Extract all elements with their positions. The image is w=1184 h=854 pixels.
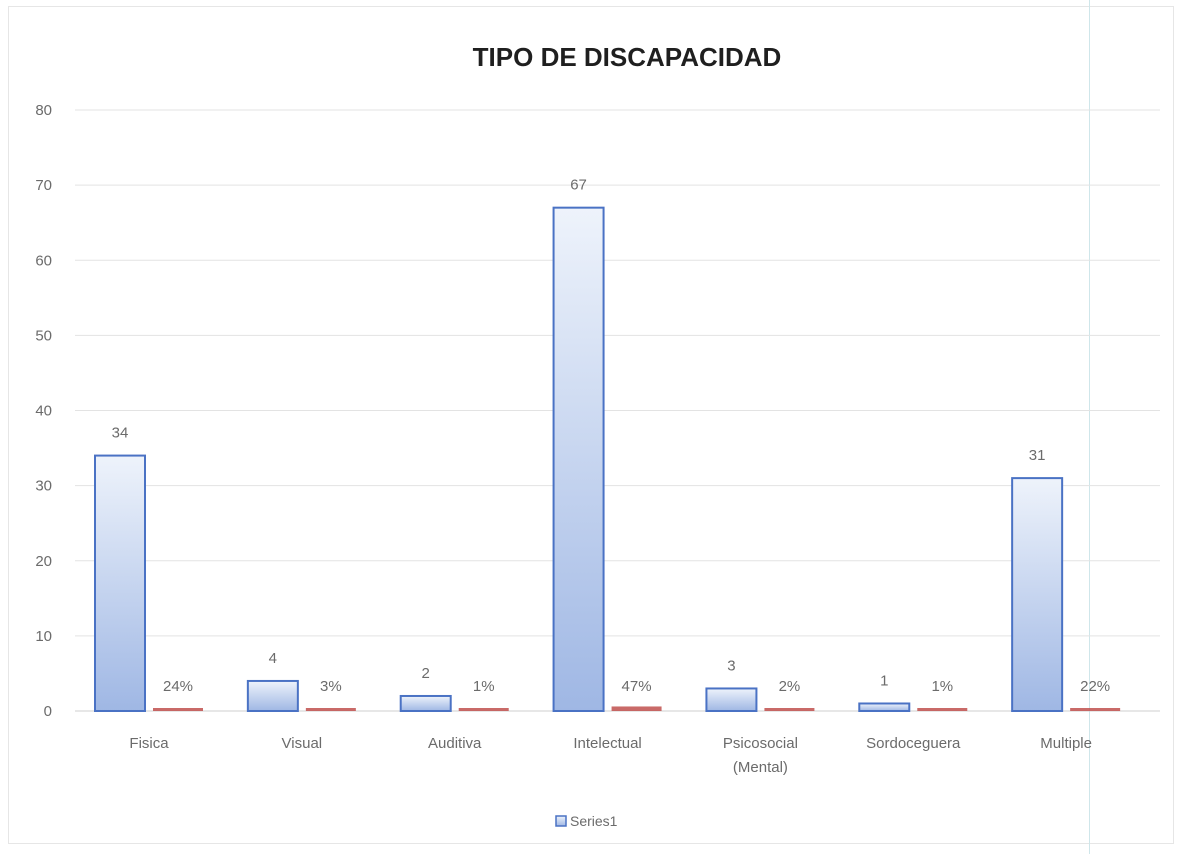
y-tick-label: 80 bbox=[35, 102, 52, 119]
legend: Series1 bbox=[555, 813, 618, 829]
data-label-series2: 2% bbox=[779, 678, 801, 695]
bars bbox=[94, 206, 1121, 713]
y-tick-label: 10 bbox=[35, 628, 52, 645]
bar-series2-2 bbox=[458, 708, 509, 711]
chart-title: TIPO DE DISCAPACIDAD bbox=[473, 42, 782, 72]
y-tick-label: 40 bbox=[35, 403, 52, 420]
data-label-series1: 34 bbox=[112, 425, 129, 442]
x-tick-label: Visual bbox=[282, 735, 323, 752]
x-tick-label: (Mental) bbox=[733, 759, 788, 776]
gridlines bbox=[75, 109, 1160, 712]
data-label-series2: 24% bbox=[163, 678, 193, 695]
legend-entry: Series1 bbox=[570, 813, 618, 829]
data-label-series1: 1 bbox=[880, 672, 888, 689]
bar-series1-0 bbox=[94, 454, 146, 713]
bar-series2-0 bbox=[153, 708, 203, 711]
y-tick-label: 30 bbox=[35, 478, 52, 495]
window-edge-line bbox=[1089, 0, 1090, 854]
bar-series2-3 bbox=[611, 706, 662, 711]
legend-swatch bbox=[555, 815, 567, 827]
bar-series2-1 bbox=[305, 708, 356, 711]
y-tick-label: 0 bbox=[44, 703, 52, 720]
bar-series1-3 bbox=[552, 206, 605, 712]
x-tick-label: Sordoceguera bbox=[866, 735, 961, 752]
bar-series1-1 bbox=[246, 679, 299, 713]
data-label-series1: 2 bbox=[422, 665, 430, 682]
bar-series2-5 bbox=[917, 708, 968, 711]
y-tick-label: 50 bbox=[35, 327, 52, 344]
data-label-series2: 47% bbox=[622, 678, 652, 695]
x-tick-label: Multiple bbox=[1040, 735, 1092, 752]
y-tick-label: 20 bbox=[35, 553, 52, 570]
y-axis-ticks: 0 10 20 30 40 50 60 70 80 bbox=[35, 102, 52, 720]
x-tick-label: Intelectual bbox=[573, 735, 641, 752]
data-label-series1: 31 bbox=[1029, 447, 1046, 464]
x-axis-ticks: Fisica Visual Auditiva Intelectual Psicosoci… bbox=[129, 735, 1092, 776]
x-tick-label: Auditiva bbox=[428, 735, 482, 752]
bar-series1-4 bbox=[705, 687, 758, 713]
y-tick-label: 70 bbox=[35, 177, 52, 194]
bar-series1-2 bbox=[399, 694, 452, 712]
data-label-series2: 1% bbox=[931, 678, 953, 695]
data-label-series1: 4 bbox=[269, 650, 277, 667]
bar-series1-6 bbox=[1011, 477, 1064, 712]
bar-series1-5 bbox=[858, 702, 911, 712]
bar-series2-6 bbox=[1070, 708, 1121, 711]
y-tick-label: 60 bbox=[35, 252, 52, 269]
data-label-series2: 3% bbox=[320, 678, 342, 695]
data-labels: 34 24% 4 3% 2 1% 67 47% 3 2% 1 1% 31 22% bbox=[112, 177, 1111, 695]
x-tick-label: Psicosocial bbox=[723, 735, 798, 752]
data-label-series2: 22% bbox=[1080, 678, 1110, 695]
data-label-series1: 3 bbox=[727, 657, 735, 674]
x-tick-label: Fisica bbox=[129, 735, 169, 752]
data-label-series1: 67 bbox=[570, 177, 587, 194]
data-label-series2: 1% bbox=[473, 678, 495, 695]
bar-series2-4 bbox=[764, 708, 815, 711]
